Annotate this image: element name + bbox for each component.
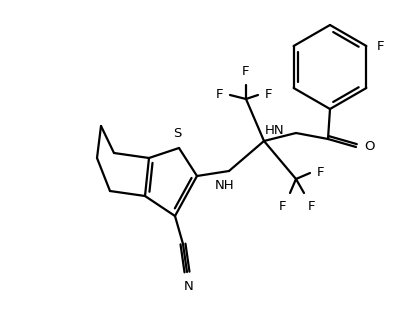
Text: F: F (375, 39, 383, 53)
Text: F: F (316, 167, 324, 180)
Text: F: F (215, 89, 222, 101)
Text: HN: HN (264, 124, 284, 138)
Text: S: S (173, 127, 181, 140)
Text: F: F (264, 89, 272, 101)
Text: F: F (278, 200, 285, 213)
Text: O: O (363, 140, 373, 153)
Text: NH: NH (215, 179, 234, 192)
Text: F: F (307, 200, 315, 213)
Text: F: F (242, 65, 249, 78)
Text: N: N (184, 280, 194, 293)
